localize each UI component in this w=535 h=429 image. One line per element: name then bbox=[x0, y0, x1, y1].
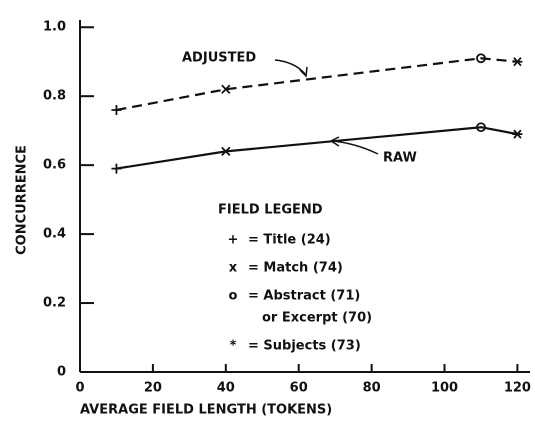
y-tick-label: 0 bbox=[57, 365, 66, 380]
legend-label: = Abstract (71) bbox=[248, 289, 360, 304]
line bbox=[116, 57, 518, 112]
marker bbox=[476, 53, 486, 64]
marker bbox=[221, 84, 231, 94]
annotation: ADJUSTED bbox=[182, 51, 256, 66]
annotation: RAW bbox=[383, 151, 417, 166]
x-tick-label: 120 bbox=[504, 381, 531, 396]
legend-label: = Match (74) bbox=[248, 261, 343, 276]
x-tick-label: 100 bbox=[431, 381, 458, 396]
arrow bbox=[331, 140, 379, 155]
legend-marker: o bbox=[229, 289, 238, 304]
marker bbox=[111, 104, 122, 115]
x-tick-label: 80 bbox=[363, 381, 381, 396]
arrow bbox=[274, 59, 306, 75]
y-tick-label: 0.4 bbox=[43, 227, 66, 242]
arrowhead bbox=[299, 66, 308, 78]
y-tick-label: 0.2 bbox=[43, 296, 66, 311]
marker bbox=[111, 163, 122, 174]
marker bbox=[512, 57, 523, 67]
legend-marker: x bbox=[229, 261, 238, 276]
marker bbox=[221, 146, 231, 156]
y-axis-label: CONCURRENCE bbox=[15, 145, 30, 255]
x-tick-label: 40 bbox=[217, 381, 235, 396]
legend-label: = Title (24) bbox=[248, 233, 331, 248]
legend-marker: + bbox=[228, 233, 239, 248]
y-tick-label: 1.0 bbox=[43, 20, 66, 35]
marker bbox=[476, 122, 486, 133]
marker bbox=[512, 129, 523, 139]
legend-marker: * bbox=[230, 339, 237, 354]
x-tick-label: 20 bbox=[144, 381, 162, 396]
line bbox=[116, 126, 518, 170]
x-tick-label: 60 bbox=[290, 381, 308, 396]
legend-label: = Subjects (73) bbox=[248, 339, 361, 354]
x-axis-label: AVERAGE FIELD LENGTH (TOKENS) bbox=[80, 403, 332, 418]
y-tick-label: 0.8 bbox=[43, 89, 66, 104]
x-tick-label: 0 bbox=[75, 381, 84, 396]
y-tick-label: 0.6 bbox=[43, 158, 66, 173]
legend-title: FIELD LEGEND bbox=[218, 203, 323, 218]
legend-label: or Excerpt (70) bbox=[262, 311, 372, 326]
